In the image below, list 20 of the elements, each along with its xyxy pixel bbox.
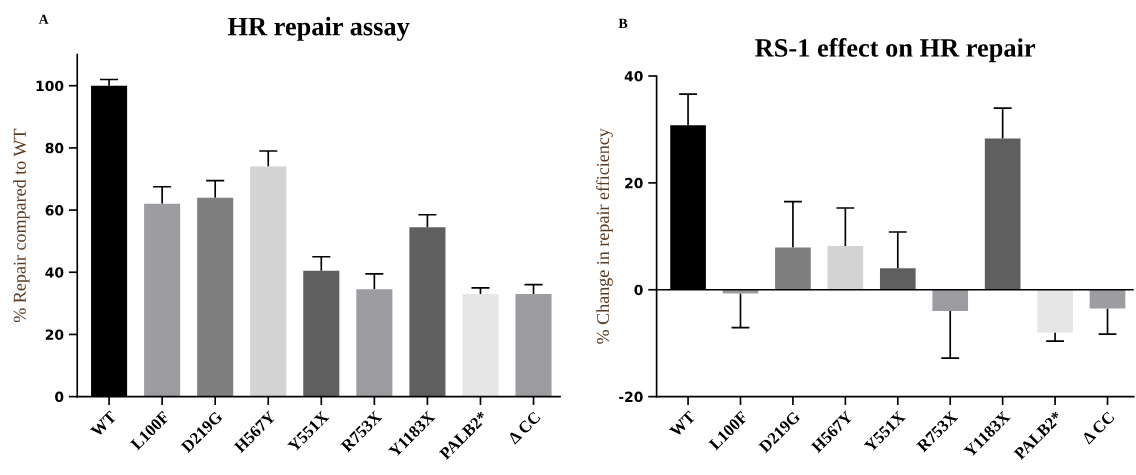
text: A <box>38 14 49 24</box>
y-tick-label: 20 <box>45 329 64 340</box>
x-tick-label: Δ CC <box>1081 411 1115 445</box>
y-tick-label: 60 <box>45 205 64 216</box>
y-tick-label: 40 <box>624 70 643 82</box>
chart-title: RS-1 effect on HR repair <box>755 37 1036 63</box>
y-axis-title: % Change in repair efficiency <box>596 128 613 344</box>
y-axis-title: % Repair compared to WT <box>13 128 30 323</box>
y-tick-label: 40 <box>45 267 64 278</box>
y-tick-label: 100 <box>36 80 64 92</box>
y-tick-label: -20 <box>619 391 643 403</box>
x-tick-label: WT <box>669 410 697 438</box>
chart-title: HR repair assay <box>227 16 410 41</box>
y-tick-label: 20 <box>625 177 643 189</box>
text: B <box>618 18 628 28</box>
y-tick-label: 0 <box>634 284 643 296</box>
y-tick-label: 0 <box>55 391 64 403</box>
x-tick-label: WT <box>90 410 118 438</box>
y-tick-label: 80 <box>45 142 64 154</box>
x-tick-label: Δ CC <box>507 411 541 445</box>
